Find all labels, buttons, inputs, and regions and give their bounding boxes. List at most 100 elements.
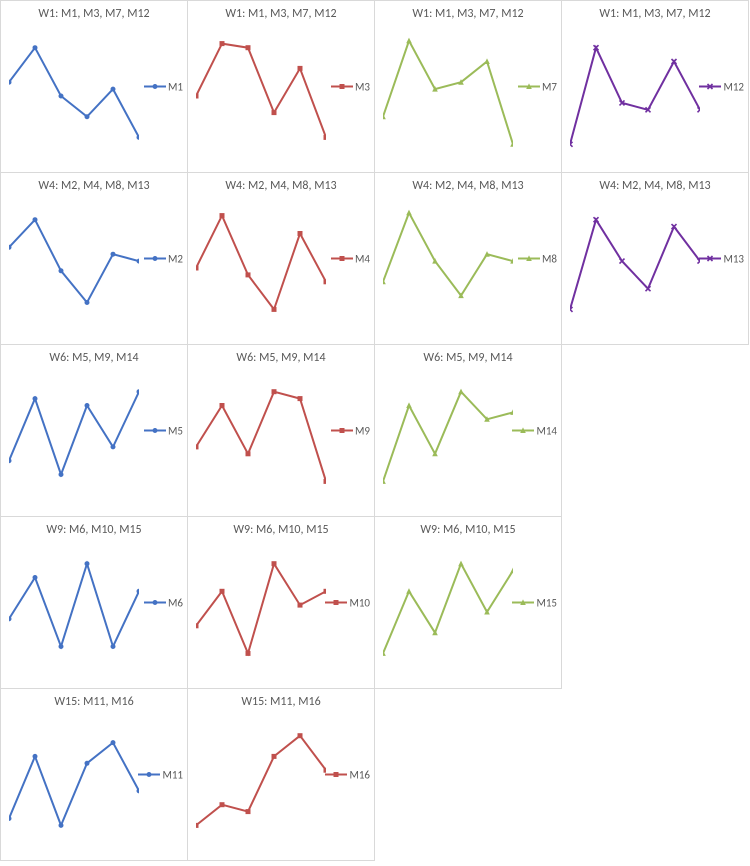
legend-swatch-icon [512,426,534,436]
legend: M7 [518,80,557,93]
plot-area [383,371,513,508]
line-chart-icon [9,199,139,337]
legend: M14 [512,424,557,437]
chart-title: W6: M5, M9, M14 [188,345,374,365]
legend-swatch-icon [144,598,166,608]
plot-area [383,27,513,164]
empty-cell [374,688,562,861]
line-chart-icon [196,543,326,681]
plot-area [9,371,139,508]
plot-area [9,715,139,852]
legend-swatch-icon [512,598,534,608]
plot-area [570,199,700,336]
legend-label: M2 [168,252,183,265]
legend-label: M11 [162,768,183,781]
legend-swatch-icon [144,254,166,264]
legend-swatch-icon [325,598,347,608]
chart-panel: W6: M5, M9, M14 M5 [0,344,188,517]
legend-swatch-icon [518,254,540,264]
legend: M16 [325,768,370,781]
chart-title: W9: M6, M10, M15 [188,517,374,537]
chart-panel: W9: M6, M10, M15 M6 [0,516,188,689]
legend-swatch-icon [331,254,353,264]
line-chart-icon [570,27,700,165]
chart-panel: W4: M2, M4, M8, M13 M8 [374,172,562,345]
legend: M15 [512,596,557,609]
legend: M5 [144,424,183,437]
line-chart-icon [196,371,326,509]
chart-panel: W15: M11, M16 M16 [187,688,375,861]
plot-area [196,27,326,164]
legend-label: M9 [355,424,370,437]
chart-title: W9: M6, M10, M15 [375,517,561,537]
empty-cell [561,688,749,861]
legend-swatch-icon [699,254,721,264]
chart-title: W4: M2, M4, M8, M13 [1,173,187,193]
legend-label: M8 [542,252,557,265]
line-chart-icon [570,199,700,337]
line-chart-icon [9,371,139,509]
legend-label: M15 [536,596,557,609]
chart-panel: W4: M2, M4, M8, M13 M13 [561,172,749,345]
line-chart-icon [383,543,513,681]
legend-swatch-icon [144,82,166,92]
legend-swatch-icon [699,82,721,92]
chart-panel: W1: M1, M3, M7, M12 M3 [187,0,375,173]
chart-title: W15: M11, M16 [1,689,187,709]
legend-label: M5 [168,424,183,437]
legend: M12 [699,80,744,93]
chart-title: W1: M1, M3, M7, M12 [1,1,187,21]
legend-label: M13 [723,252,744,265]
chart-panel: W15: M11, M16 M11 [0,688,188,861]
legend-label: M10 [349,596,370,609]
legend-label: M7 [542,80,557,93]
plot-area [9,543,139,680]
chart-title: W4: M2, M4, M8, M13 [562,173,748,193]
plot-area [196,371,326,508]
line-chart-icon [383,199,513,337]
legend: M10 [325,596,370,609]
chart-title: W4: M2, M4, M8, M13 [375,173,561,193]
legend-label: M16 [349,768,370,781]
legend: M6 [144,596,183,609]
chart-panel: W1: M1, M3, M7, M12 M7 [374,0,562,173]
plot-area [196,715,326,852]
legend-label: M1 [168,80,183,93]
chart-panel: W4: M2, M4, M8, M13 M4 [187,172,375,345]
legend-swatch-icon [325,770,347,780]
line-chart-icon [196,715,326,853]
legend: M13 [699,252,744,265]
chart-title: W15: M11, M16 [188,689,374,709]
smallmultiples-grid: W1: M1, M3, M7, M12 M1 W1: M1, M3, M7, M… [0,0,750,862]
legend-label: M14 [536,424,557,437]
line-chart-icon [383,371,513,509]
plot-area [196,199,326,336]
chart-panel: W4: M2, M4, M8, M13 M2 [0,172,188,345]
chart-title: W1: M1, M3, M7, M12 [188,1,374,21]
legend-label: M12 [723,80,744,93]
chart-panel: W6: M5, M9, M14 M14 [374,344,562,517]
line-chart-icon [9,543,139,681]
legend: M3 [331,80,370,93]
chart-panel: W6: M5, M9, M14 M9 [187,344,375,517]
chart-panel: W1: M1, M3, M7, M12 M12 [561,0,749,173]
plot-area [9,27,139,164]
legend-label: M6 [168,596,183,609]
legend: M4 [331,252,370,265]
legend: M8 [518,252,557,265]
legend: M1 [144,80,183,93]
plot-area [383,543,513,680]
line-chart-icon [383,27,513,165]
line-chart-icon [9,715,139,853]
chart-title: W1: M1, M3, M7, M12 [562,1,748,21]
chart-panel: W9: M6, M10, M15 M10 [187,516,375,689]
chart-title: W9: M6, M10, M15 [1,517,187,537]
chart-title: W4: M2, M4, M8, M13 [188,173,374,193]
line-chart-icon [196,27,326,165]
empty-cell [561,344,749,517]
line-chart-icon [9,27,139,165]
chart-title: W6: M5, M9, M14 [375,345,561,365]
chart-title: W6: M5, M9, M14 [1,345,187,365]
chart-title: W1: M1, M3, M7, M12 [375,1,561,21]
legend-swatch-icon [144,426,166,436]
